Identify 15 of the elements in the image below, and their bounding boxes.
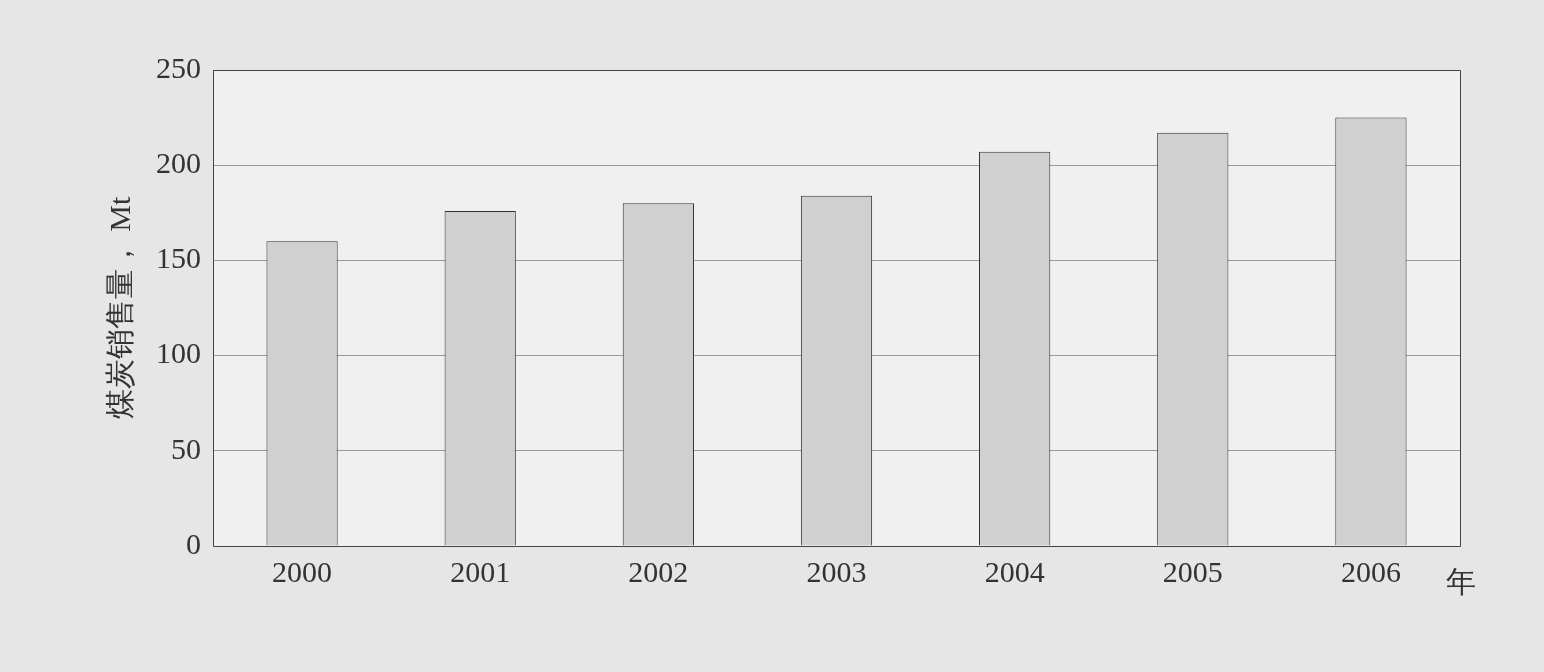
x-tick-label: 2006 (1340, 554, 1401, 588)
y-tick-label: 0 (186, 526, 201, 560)
y-tick-label: 50 (171, 431, 201, 465)
y-tick-label: 250 (156, 50, 201, 84)
x-tick-label: 2004 (984, 554, 1045, 588)
y-tick-label: 100 (156, 336, 201, 370)
x-axis-title: 年 (1446, 564, 1476, 598)
x-tick-label: 2002 (628, 554, 689, 588)
y-axis-title: 煤炭销售量， Mt (102, 196, 136, 420)
x-tick-label: 2005 (1162, 554, 1223, 588)
x-tick-label: 2001 (450, 554, 511, 588)
y-tick-label: 200 (156, 146, 201, 180)
y-tick-label: 150 (156, 241, 201, 275)
x-tick-label: 2000 (272, 554, 333, 588)
x-tick-label: 2003 (806, 554, 867, 588)
